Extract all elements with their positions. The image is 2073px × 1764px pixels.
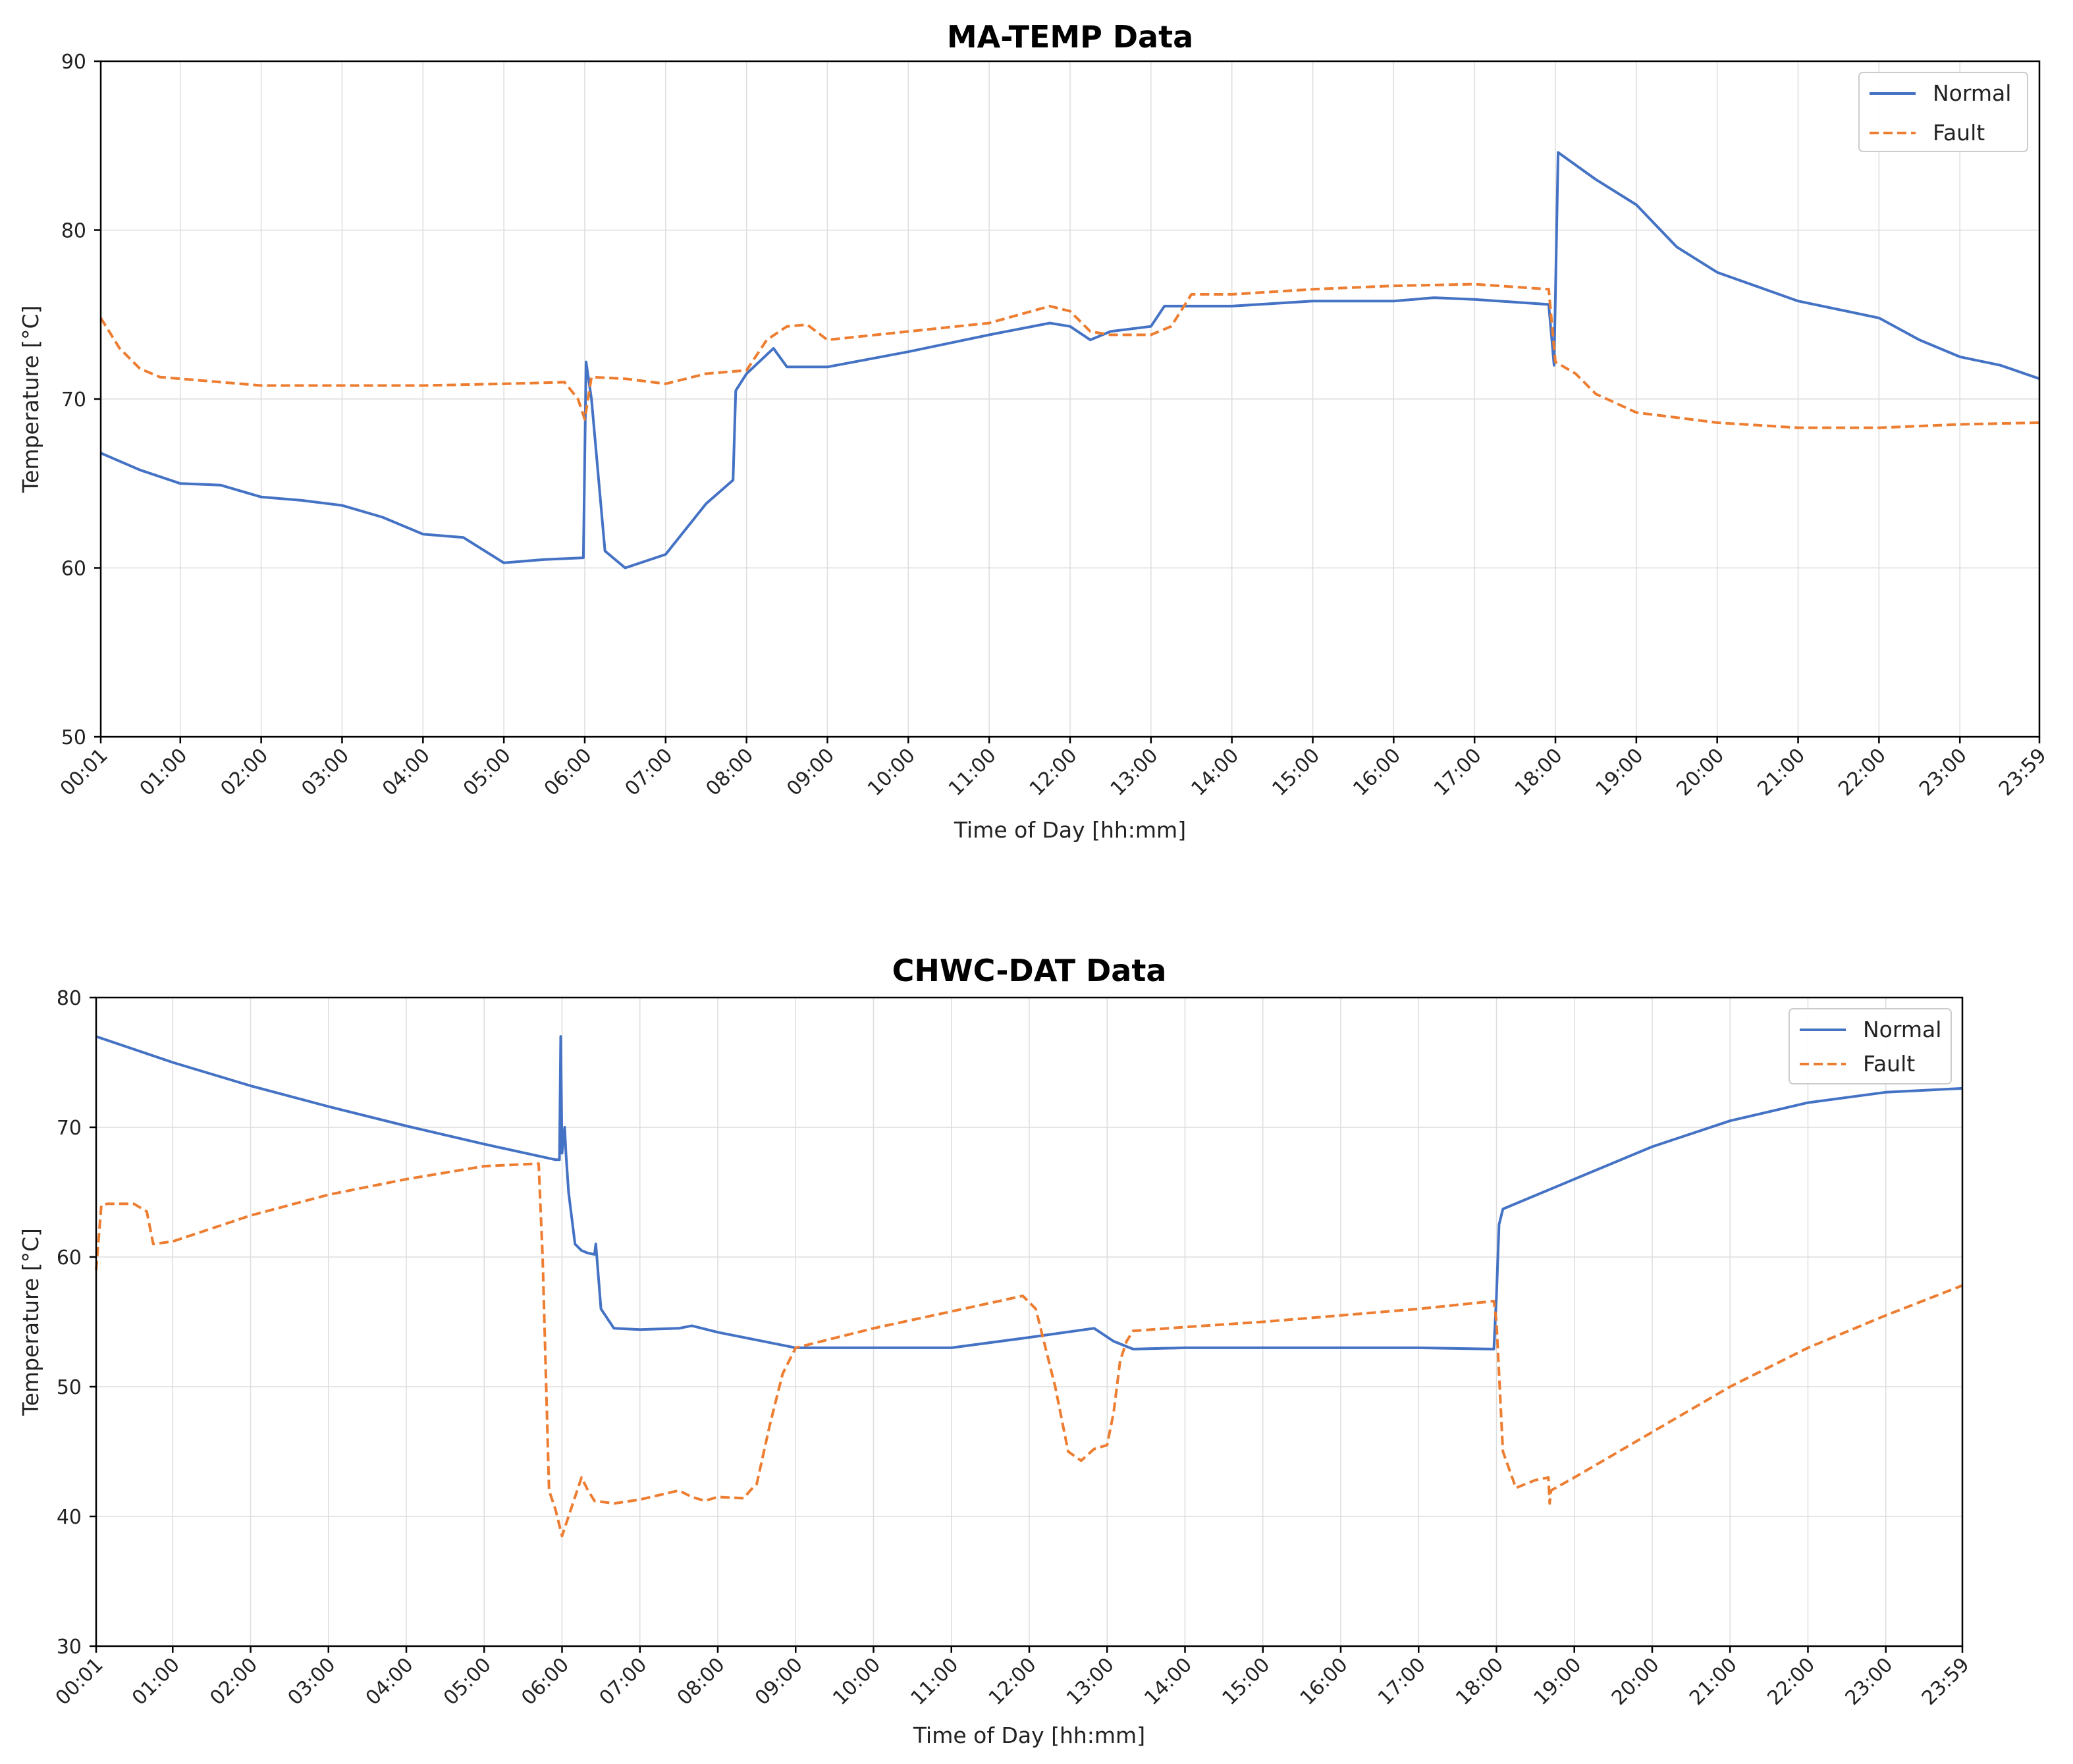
chart-title: CHWC-DAT Data (892, 953, 1167, 988)
legend-label-fault: Fault (1863, 1051, 1915, 1077)
y-tick-label: 50 (57, 1376, 82, 1399)
y-axis-label: Temperature [°C] (18, 306, 43, 494)
x-tick-label: 11:00 (907, 1653, 963, 1710)
x-tick-label: 09:00 (782, 744, 839, 801)
x-tick-label: 23:59 (1995, 744, 2051, 801)
x-tick-label: 17:00 (1374, 1653, 1430, 1710)
x-tick-label: 05:00 (439, 1653, 496, 1710)
series-line-normal (100, 151, 2040, 570)
legend-label-fault: Fault (1933, 120, 1985, 146)
x-tick-label: 15:00 (1268, 744, 1324, 801)
y-axis-label: Temperature [°C] (18, 1228, 43, 1416)
x-axis-label: Time of Day [hh:mm] (913, 1723, 1145, 1748)
chart-title: MA-TEMP Data (947, 19, 1193, 55)
y-tick-label: 40 (57, 1506, 82, 1529)
ma-temp-chart: 50 60 70 80 90 00:01 01:00 02:00 03:00 04:00 05:00… (18, 19, 2051, 843)
x-tick-label: 20:00 (1672, 744, 1729, 801)
x-tick-label: 00:01 (51, 1653, 108, 1710)
x-tick-label: 13:00 (1062, 1653, 1119, 1710)
x-tick-label: 22:00 (1763, 1653, 1819, 1710)
x-tick-label: 23:00 (1915, 744, 1972, 801)
x-tick-label: 09:00 (751, 1653, 807, 1710)
x-tick-label: 12:00 (1025, 744, 1082, 801)
x-tick-label: 18:00 (1451, 1653, 1508, 1710)
x-tick-label: 14:00 (1187, 744, 1243, 801)
x-tick-label: 01:00 (128, 1653, 184, 1710)
x-tick-label: 12:00 (984, 1653, 1041, 1710)
x-tick-label: 05:00 (459, 744, 516, 801)
y-tick-label: 60 (57, 1246, 82, 1270)
y-tick-label: 30 (57, 1636, 82, 1659)
x-tick-label: 14:00 (1140, 1653, 1197, 1710)
x-tick-label: 11:00 (944, 744, 1001, 801)
y-tick-label: 70 (61, 388, 86, 412)
x-tick-label: 16:00 (1296, 1653, 1353, 1710)
x-tick-label: 13:00 (1106, 744, 1163, 801)
x-tick-label: 10:00 (828, 1653, 885, 1710)
x-tick-label: 06:00 (540, 744, 597, 801)
x-tick-label: 08:00 (701, 744, 758, 801)
x-tick-label: 21:00 (1685, 1653, 1742, 1710)
x-tick-label: 21:00 (1753, 744, 1810, 801)
x-tick-label: 19:00 (1592, 744, 1648, 801)
x-tick-label: 19:00 (1529, 1653, 1586, 1710)
x-tick-label: 15:00 (1218, 1653, 1275, 1710)
series-line-normal (95, 1035, 1963, 1350)
y-tick-label: 60 (61, 558, 86, 581)
series-line-fault (95, 1162, 1963, 1537)
x-tick-label: 16:00 (1349, 744, 1405, 801)
x-tick-label: 04:00 (378, 744, 435, 801)
x-tick-label: 07:00 (621, 744, 678, 801)
x-tick-label: 03:00 (284, 1653, 340, 1710)
legend-label-normal: Normal (1863, 1017, 1941, 1042)
x-tick-label: 08:00 (673, 1653, 730, 1710)
x-tick-label: 02:00 (216, 744, 273, 801)
x-tick-label: 06:00 (517, 1653, 574, 1710)
x-tick-label: 01:00 (136, 744, 192, 801)
y-tick-label: 50 (61, 726, 86, 749)
x-tick-label: 22:00 (1834, 744, 1891, 801)
series-line-fault (99, 282, 2040, 429)
x-tick-label: 18:00 (1511, 744, 1567, 801)
legend-label-normal: Normal (1933, 80, 2011, 106)
x-tick-label: 10:00 (863, 744, 920, 801)
x-tick-label: 23:00 (1841, 1653, 1897, 1710)
y-tick-label: 80 (61, 220, 86, 243)
x-tick-label: 03:00 (297, 744, 354, 801)
chwc-dat-chart: 30 40 50 60 70 80 00:01 01:00 02:00 03:00 04:00 05:… (18, 953, 1974, 1748)
x-tick-label: 00:01 (56, 744, 113, 801)
x-tick-label: 23:59 (1918, 1653, 1974, 1710)
x-axis-label: Time of Day [hh:mm] (954, 817, 1186, 843)
x-tick-label: 20:00 (1607, 1653, 1664, 1710)
y-tick-label: 70 (57, 1117, 82, 1140)
x-tick-label: 04:00 (362, 1653, 418, 1710)
y-tick-label: 80 (57, 987, 82, 1010)
x-tick-label: 07:00 (595, 1653, 652, 1710)
x-tick-label: 17:00 (1430, 744, 1486, 801)
x-tick-label: 02:00 (205, 1653, 262, 1710)
y-tick-label: 90 (61, 51, 86, 74)
